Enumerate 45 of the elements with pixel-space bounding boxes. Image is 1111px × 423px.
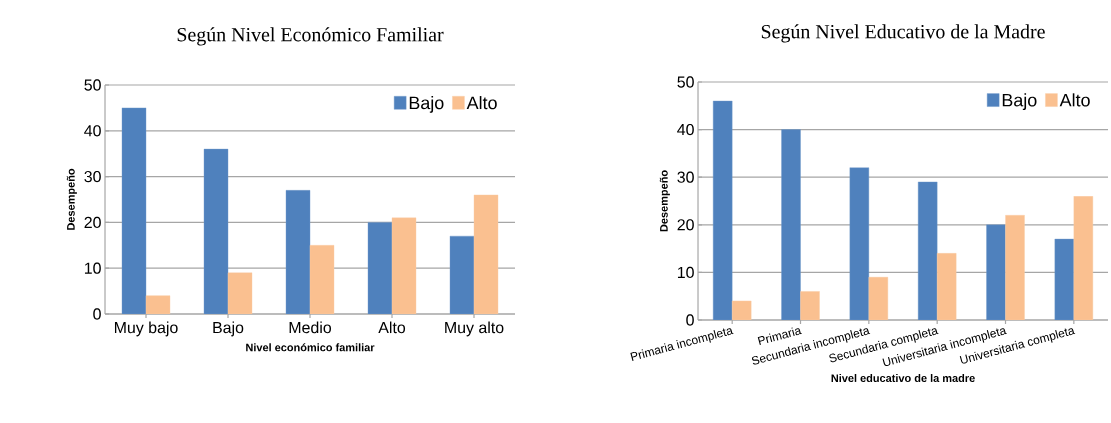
bar xyxy=(473,194,499,314)
bar xyxy=(367,222,393,314)
y-tick-label: 0 xyxy=(93,308,101,320)
y-tick-label: 10 xyxy=(84,262,101,274)
x-axis-title: Nivel educativo de la madre xyxy=(831,373,975,383)
y-axis-title: Desempeño xyxy=(659,170,670,232)
bar xyxy=(849,167,870,320)
chart-title: Según Nivel Educativo de la Madre xyxy=(761,24,1045,43)
y-tick-label: 20 xyxy=(84,216,101,229)
bar xyxy=(781,129,801,320)
bar xyxy=(121,107,147,314)
x-tick-label: Muy alto xyxy=(445,321,504,337)
bar xyxy=(868,276,889,320)
bar xyxy=(1054,238,1075,320)
bar xyxy=(1005,215,1025,320)
legend-label: Bajo xyxy=(409,96,444,113)
y-tick-label: 10 xyxy=(677,266,694,279)
x-tick-label: Primaria xyxy=(757,327,802,346)
chart-title: Según Nivel Económico Familiar xyxy=(177,27,444,46)
bar xyxy=(986,224,1006,320)
y-tick-label: 30 xyxy=(84,170,101,183)
bar xyxy=(712,100,733,320)
y-tick-label: 50 xyxy=(84,79,101,91)
x-tick-label: Bajo xyxy=(213,321,244,337)
legend-label: Bajo xyxy=(1002,93,1037,111)
legend-label: Alto xyxy=(1059,93,1090,107)
y-tick-label: 0 xyxy=(686,314,694,326)
x-axis-title: Nivel económico familiar xyxy=(246,343,375,352)
bar xyxy=(391,217,417,314)
bar xyxy=(936,253,957,320)
y-tick-label: 40 xyxy=(84,125,101,137)
bar xyxy=(800,291,820,320)
x-tick-label: Alto xyxy=(378,321,406,334)
bar xyxy=(285,190,311,314)
y-tick-label: 40 xyxy=(677,123,694,136)
x-tick-label: Medio xyxy=(289,321,332,334)
y-tick-label: 20 xyxy=(677,219,694,231)
bar xyxy=(203,148,229,314)
bar xyxy=(1073,196,1094,320)
y-tick-label: 50 xyxy=(677,76,694,88)
bar xyxy=(917,181,938,320)
y-axis-title: Desempeño xyxy=(66,168,77,230)
legend-label: Alto xyxy=(466,96,497,110)
x-tick-label: Muy bajo xyxy=(114,321,178,337)
y-tick-label: 30 xyxy=(677,171,694,183)
